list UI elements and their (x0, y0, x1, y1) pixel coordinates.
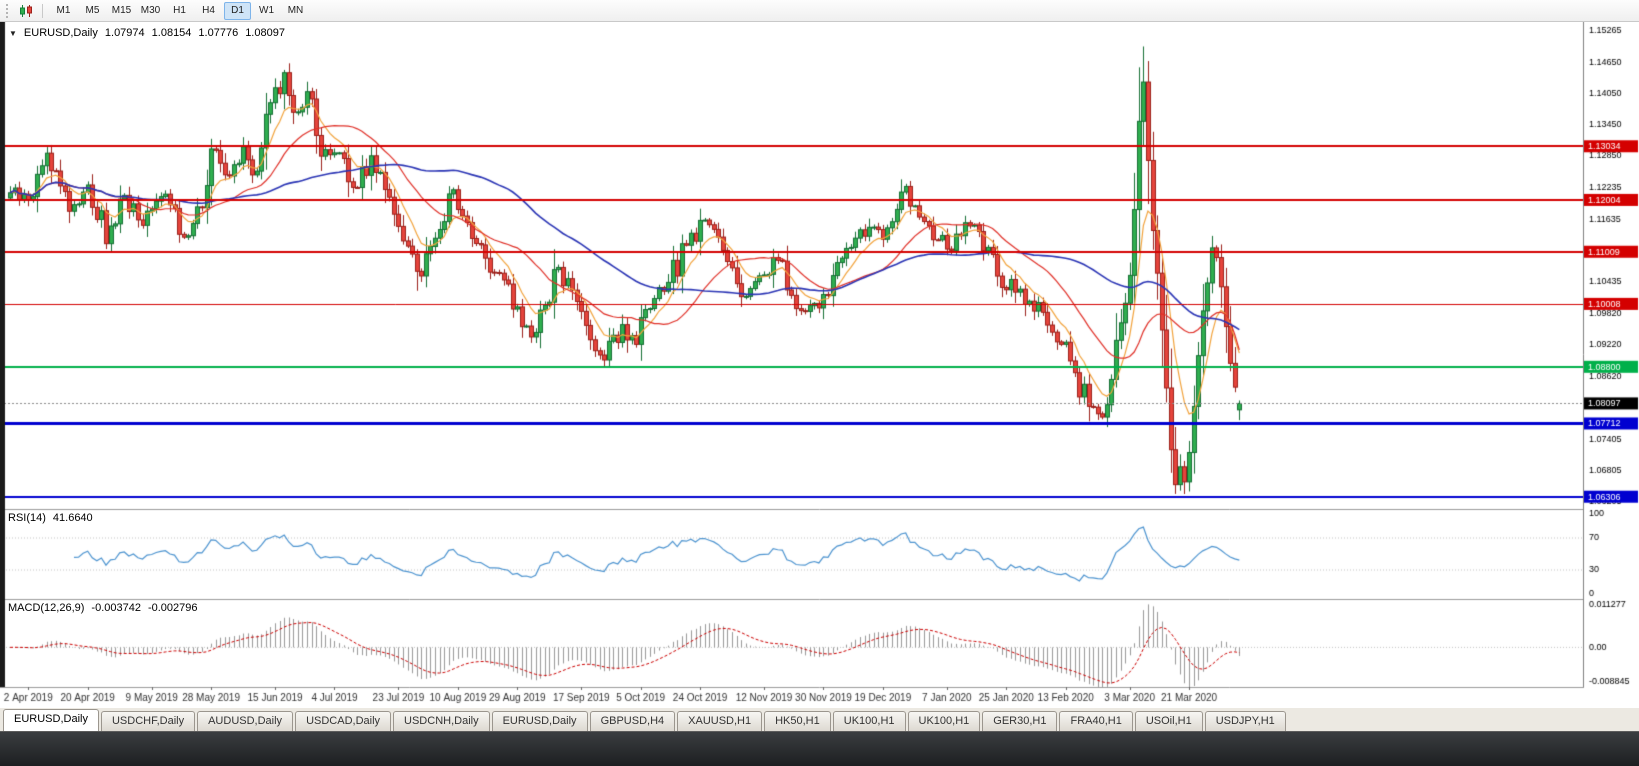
tab-usdcnh-daily[interactable]: USDCNH,Daily (393, 711, 490, 731)
toolbar-separator (42, 3, 43, 18)
timeframe-button-w1[interactable]: W1 (253, 2, 280, 20)
tab-uk100-h1-2[interactable]: UK100,H1 (907, 711, 981, 731)
chart-low-value: 1.07776 (198, 27, 239, 39)
chart-symbol-label: EURUSD,Daily (23, 27, 98, 39)
timeframe-button-d1[interactable]: D1 (224, 1, 251, 20)
tab-eurusd-daily-2[interactable]: EURUSD,Daily (491, 711, 588, 731)
tab-xauusd-h1[interactable]: XAUUSD,H1 (677, 711, 763, 731)
tab-usdchf-daily[interactable]: USDCHF,Daily (100, 711, 196, 731)
timeframe-button-m5[interactable]: M5 (79, 2, 106, 20)
tab-gbpusd-h4[interactable]: GBPUSD,H4 (589, 711, 676, 731)
toolbar-grip[interactable] (6, 3, 10, 18)
candlestick-icon-glyph (20, 4, 32, 17)
tab-usdcad-daily[interactable]: USDCAD,Daily (295, 711, 392, 731)
timeframe-button-mn[interactable]: MN (282, 2, 309, 20)
tab-usoil-h1[interactable]: USOil,H1 (1134, 711, 1203, 731)
chart-open-value: 1.07974 (104, 27, 145, 39)
chart-tabs-bar: EURUSD,Daily USDCHF,Daily AUDUSD,Daily U… (0, 707, 1639, 731)
tab-usdjpy-h1[interactable]: USDJPY,H1 (1204, 711, 1286, 731)
timeframe-toolbar: M1 M5 M15 M30 H1 H4 D1 W1 MN (0, 0, 1639, 22)
timeframe-button-m1[interactable]: M1 (50, 2, 77, 20)
price-chart-canvas[interactable] (0, 22, 1639, 707)
chevron-down-icon[interactable]: ▼ (9, 28, 17, 38)
tab-fra40-h1[interactable]: FRA40,H1 (1059, 711, 1133, 731)
candlestick-chart-icon[interactable] (17, 3, 35, 19)
timeframe-button-h1[interactable]: H1 (166, 2, 193, 20)
tab-hk50-h1[interactable]: HK50,H1 (764, 711, 831, 731)
chart-high-value: 1.08154 (151, 27, 192, 39)
timeframe-button-m15[interactable]: M15 (108, 2, 135, 20)
chart-area: ▼ EURUSD,Daily 1.07974 1.08154 1.07776 1… (0, 22, 1639, 707)
timeframe-button-m30[interactable]: M30 (137, 2, 164, 20)
window-bottom-edge (0, 731, 1639, 766)
timeframe-button-h4[interactable]: H4 (195, 2, 222, 20)
chart-header: ▼ EURUSD,Daily 1.07974 1.08154 1.07776 1… (9, 27, 285, 39)
tab-uk100-h1[interactable]: UK100,H1 (832, 711, 906, 731)
tab-eurusd-daily[interactable]: EURUSD,Daily (3, 709, 99, 731)
tab-ger30-h1[interactable]: GER30,H1 (982, 711, 1058, 731)
chart-close-value: 1.08097 (245, 27, 285, 39)
tab-audusd-daily[interactable]: AUDUSD,Daily (197, 711, 294, 731)
